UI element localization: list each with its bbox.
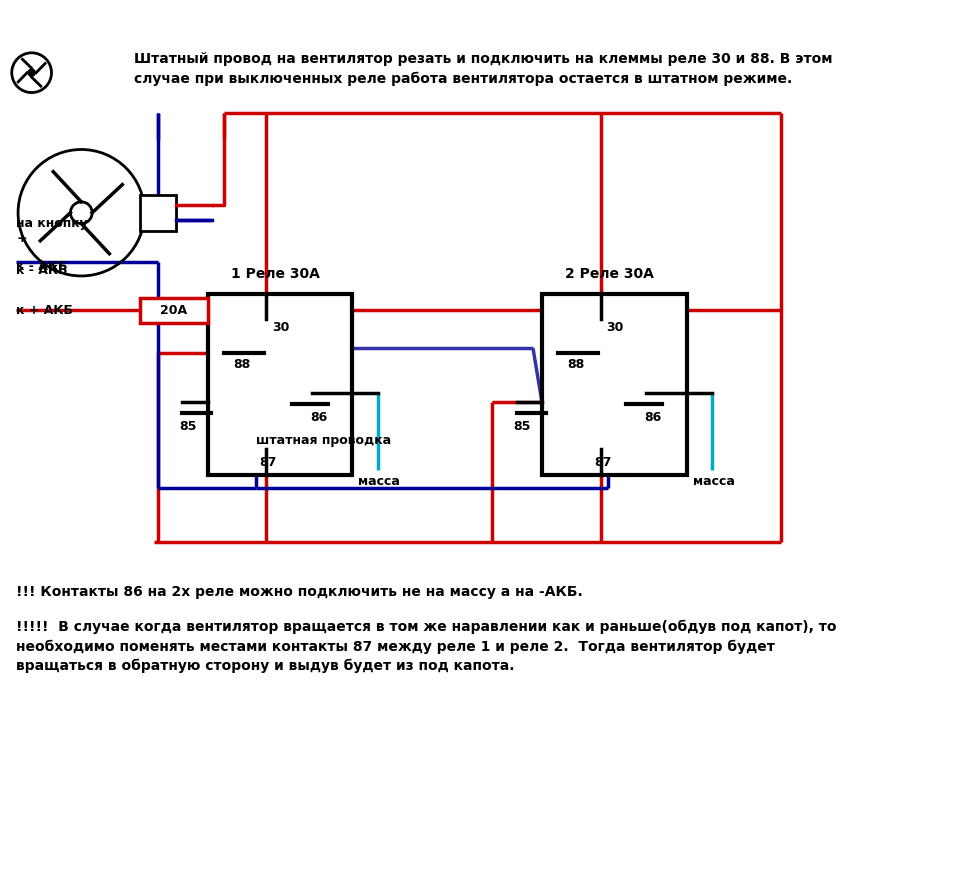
Text: 88: 88 xyxy=(233,358,251,371)
Text: 30: 30 xyxy=(272,322,289,334)
Text: 86: 86 xyxy=(644,411,661,424)
Text: 20А: 20А xyxy=(160,304,187,317)
Text: Штатный провод на вентилятор резать и подключить на клеммы реле 30 и 88. В этом
: Штатный провод на вентилятор резать и по… xyxy=(133,52,832,86)
Text: к + АКБ: к + АКБ xyxy=(16,304,73,317)
Text: !!! Контакты 86 на 2х реле можно подключить не на массу а на -АКБ.: !!! Контакты 86 на 2х реле можно подключ… xyxy=(16,585,583,599)
Text: масса: масса xyxy=(693,474,734,488)
Bar xyxy=(140,195,176,231)
Text: к - АКБ: к - АКБ xyxy=(16,261,68,274)
Text: 87: 87 xyxy=(594,456,612,469)
Text: 85: 85 xyxy=(514,421,531,434)
Text: штатная проводка: штатная проводка xyxy=(256,434,391,447)
Text: 86: 86 xyxy=(310,411,327,424)
Bar xyxy=(140,298,207,323)
Text: 87: 87 xyxy=(259,456,277,469)
Text: 88: 88 xyxy=(567,358,585,371)
Bar xyxy=(207,294,352,474)
Text: к - АКБ: к - АКБ xyxy=(16,264,68,277)
Circle shape xyxy=(70,202,92,223)
Text: !!!!!  В случае когда вентилятор вращается в том же наравлении как и раньше(обду: !!!!! В случае когда вентилятор вращаетс… xyxy=(16,620,837,673)
Bar xyxy=(542,294,686,474)
Text: на кнопку
+: на кнопку + xyxy=(16,216,88,245)
Circle shape xyxy=(28,69,36,76)
Text: 85: 85 xyxy=(180,421,197,434)
Text: масса: масса xyxy=(358,474,400,488)
Text: 1 Реле 30А: 1 Реле 30А xyxy=(231,268,320,282)
Text: 2 Реле 30А: 2 Реле 30А xyxy=(565,268,654,282)
Text: 30: 30 xyxy=(606,322,624,334)
